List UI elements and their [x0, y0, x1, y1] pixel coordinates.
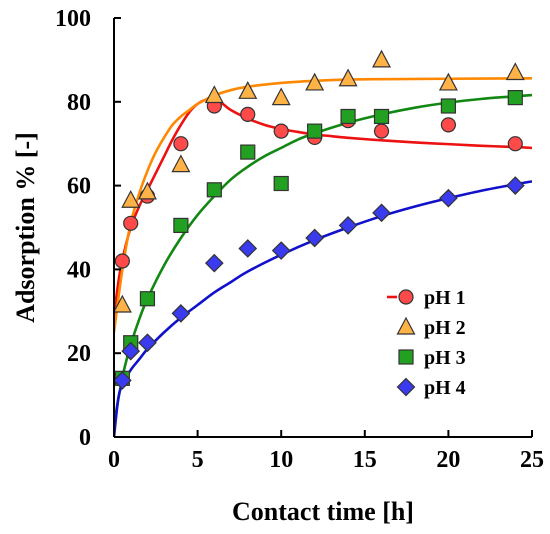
marker-ph-2 [305, 72, 325, 91]
marker-ph-2 [204, 85, 224, 104]
marker-ph-3 [373, 108, 390, 125]
x-tick-label: 15 [353, 447, 377, 473]
axes [113, 17, 533, 438]
marker-ph-4 [121, 341, 141, 361]
legend-marker-ph-2 [396, 316, 416, 335]
marker-ph-1 [273, 123, 289, 139]
marker-ph-3 [440, 98, 456, 114]
legend-label-ph-2: pH 2 [424, 317, 466, 339]
marker-ph-1 [373, 123, 390, 139]
x-tick-label: 0 [108, 447, 120, 473]
marker-ph-1 [114, 253, 130, 269]
marker-ph-3 [206, 182, 222, 198]
legend-label-ph-4: pH 4 [424, 377, 466, 399]
y-tick-label: 100 [55, 6, 91, 32]
marker-ph-1 [440, 117, 456, 133]
marker-ph-2 [121, 189, 141, 208]
marker-ph-3 [507, 90, 523, 106]
marker-ph-4 [204, 253, 224, 273]
legend-label-ph-3: pH 3 [424, 347, 466, 369]
fit-curve-ph-4 [114, 180, 532, 437]
marker-ph-4 [305, 228, 324, 248]
marker-ph-4 [338, 216, 358, 235]
marker-ph-2 [271, 87, 291, 106]
marker-ph-4 [439, 188, 458, 208]
x-axis-title: Contact time [h] [232, 497, 414, 526]
legend-label-ph-1: pH 1 [424, 287, 466, 309]
fit-curve-ph-2 [114, 77, 532, 333]
x-tick-label: 5 [192, 447, 204, 473]
data-markers [112, 49, 525, 390]
x-tick-label: 20 [436, 447, 460, 473]
marker-ph-1 [240, 106, 256, 122]
legend-marker-ph-1 [398, 289, 414, 305]
marker-ph-4 [113, 371, 132, 390]
y-axis-title: Adsorption % [-] [11, 132, 40, 323]
marker-ph-2 [171, 154, 191, 173]
marker-ph-4 [271, 241, 291, 260]
marker-ph-3 [139, 291, 156, 307]
marker-ph-4 [138, 333, 157, 353]
marker-ph-3 [273, 175, 289, 192]
y-tick-label: 20 [67, 341, 91, 367]
marker-ph-1 [507, 136, 523, 152]
y-tick-label: 60 [67, 174, 91, 200]
marker-ph-3 [173, 217, 189, 234]
x-tick-label: 10 [269, 447, 293, 473]
legend-marker-ph-4 [396, 377, 416, 397]
marker-ph-3 [240, 144, 256, 160]
marker-ph-2 [112, 294, 132, 313]
y-tick-label: 0 [79, 425, 91, 451]
legend: pH 1 pH 2 pH 3 pH 4 [387, 287, 466, 399]
marker-ph-3 [307, 123, 323, 139]
marker-ph-2 [238, 81, 258, 99]
marker-ph-4 [238, 239, 258, 258]
y-tick-label: 80 [67, 90, 91, 116]
tick-labels: 0 5 10 15 20 25 0 20 40 60 80 100 [55, 6, 544, 473]
marker-ph-4 [171, 304, 191, 323]
y-tick-label: 40 [67, 257, 91, 283]
marker-ph-2 [505, 62, 525, 81]
marker-ph-1 [173, 136, 189, 152]
legend-marker-ph-3 [398, 349, 414, 365]
marker-ph-4 [505, 176, 525, 195]
marker-ph-2 [137, 181, 157, 200]
marker-ph-1 [123, 215, 139, 231]
marker-ph-2 [372, 49, 392, 68]
marker-ph-3 [340, 108, 356, 125]
fit-curve-ph-3 [114, 93, 532, 425]
fit-curves [114, 77, 532, 437]
marker-ph-4 [372, 203, 391, 223]
x-tick-label: 25 [520, 447, 544, 473]
marker-ph-2 [438, 72, 458, 91]
marker-ph-2 [338, 68, 358, 87]
